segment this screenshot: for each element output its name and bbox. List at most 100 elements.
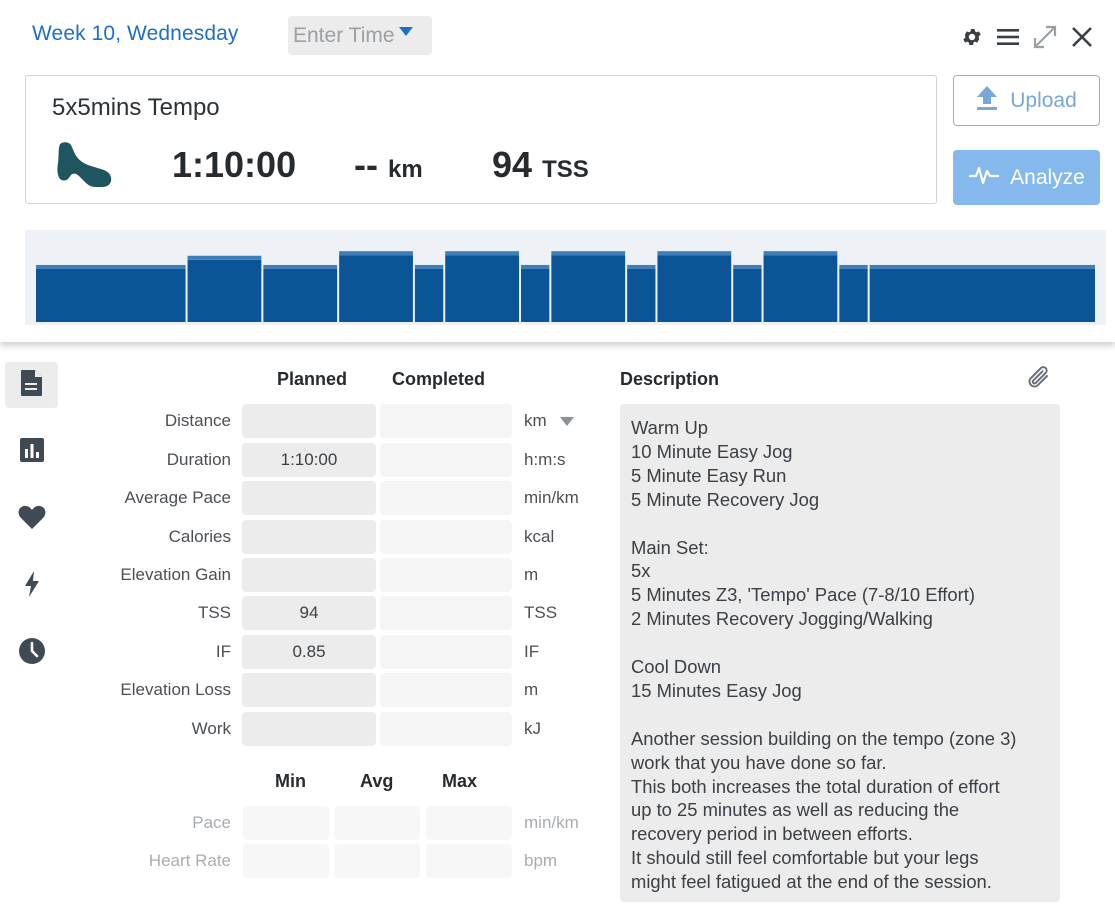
row-label-duration: Duration xyxy=(166,450,231,469)
completed-work-field[interactable] xyxy=(380,712,512,746)
row-label-heart-rate: Heart Rate xyxy=(148,851,231,870)
week-title: Week 10, Wednesday xyxy=(32,22,239,45)
planned-distance: -- km xyxy=(354,144,423,186)
nav-heart[interactable] xyxy=(5,496,58,542)
description-textarea[interactable]: Warm Up 10 Minute Easy Jog 5 Minute Easy R… xyxy=(620,404,1060,902)
elevation-gain-unit: m xyxy=(524,565,539,584)
heart-rate-min-field[interactable] xyxy=(243,844,329,878)
pace-range-unit: min/km xyxy=(524,813,579,832)
analyze-button[interactable]: Analyze xyxy=(953,150,1100,205)
pace-avg-field[interactable] xyxy=(334,806,420,840)
upload-label: Upload xyxy=(1010,88,1077,112)
expand-icon[interactable] xyxy=(1032,24,1058,50)
duration-unit: h:m:s xyxy=(524,450,566,469)
description-line: 5x xyxy=(631,560,651,582)
structure-step-bar[interactable] xyxy=(627,264,656,322)
planned-calories-field[interactable] xyxy=(242,520,376,554)
structure-step-bar[interactable] xyxy=(551,251,626,322)
heart-rate-max-field[interactable] xyxy=(426,844,512,878)
clock-icon xyxy=(18,637,46,670)
structure-chart-svg xyxy=(36,251,1095,322)
analyze-label: Analyze xyxy=(1010,165,1085,189)
side-nav xyxy=(5,362,58,697)
description-line: 10 Minute Easy Jog xyxy=(631,440,793,462)
completed-header: Completed xyxy=(392,369,486,389)
structure-step-bar[interactable] xyxy=(657,251,732,322)
nav-time[interactable] xyxy=(5,630,58,676)
description-line: up to 25 minutes as well as reducing the xyxy=(631,799,960,821)
description-line xyxy=(631,703,1049,727)
nav-stats[interactable] xyxy=(5,429,58,475)
completed-distance-field[interactable] xyxy=(380,404,512,438)
planned-pace-field[interactable] xyxy=(242,481,376,515)
menu-icon[interactable] xyxy=(995,24,1021,50)
lightning-icon xyxy=(23,570,41,603)
paperclip-icon[interactable] xyxy=(1026,363,1054,398)
calories-unit: kcal xyxy=(524,527,555,546)
description-line: Warm Up xyxy=(631,417,708,438)
structure-step-bar[interactable] xyxy=(187,255,262,322)
description-line: Main Set: xyxy=(631,536,709,558)
close-icon[interactable] xyxy=(1069,24,1095,50)
dropdown-caret-icon xyxy=(398,27,413,36)
pulse-icon xyxy=(968,164,1000,192)
description-line: 15 Minutes Easy Jog xyxy=(631,679,802,701)
pace-min-field[interactable] xyxy=(243,806,329,840)
row-label-work: Work xyxy=(191,719,231,738)
description-line: 5 Minutes Z3, 'Tempo' Pace (7-8/10 Effor… xyxy=(631,584,975,606)
description-line: 5 Minute Recovery Jog xyxy=(631,488,820,510)
upload-button[interactable]: Upload xyxy=(953,75,1100,126)
structure-step-bar[interactable] xyxy=(36,264,186,322)
planned-duration: 1:10:00 xyxy=(172,144,297,185)
workout-structure-chart[interactable] xyxy=(25,230,1106,325)
structure-step-bar[interactable] xyxy=(733,264,762,322)
completed-if-field[interactable] xyxy=(380,635,512,669)
structure-step-bar[interactable] xyxy=(263,264,338,322)
structure-step-bar[interactable] xyxy=(445,251,520,322)
planned-elevation-loss-field[interactable] xyxy=(242,673,376,707)
gear-icon[interactable] xyxy=(959,24,985,50)
completed-pace-field[interactable] xyxy=(380,481,512,515)
tss-unit: TSS xyxy=(542,156,589,183)
row-label-calories: Calories xyxy=(168,527,231,546)
structure-step-bar[interactable] xyxy=(339,251,413,322)
structure-step-bar[interactable] xyxy=(521,264,550,322)
avg-header: Avg xyxy=(360,771,394,791)
planned-if-field[interactable]: 0.85 xyxy=(242,635,376,669)
nav-document[interactable] xyxy=(5,362,58,408)
workout-header-panel: Week 10, Wednesday Enter Time 5x5mins Te… xyxy=(0,0,1115,342)
description-line xyxy=(631,631,1049,655)
planned-distance-field[interactable] xyxy=(242,404,376,438)
completed-elevation-loss-field[interactable] xyxy=(380,673,512,707)
structure-step-bar[interactable] xyxy=(763,251,838,322)
structure-step-bar[interactable] xyxy=(839,264,868,322)
structure-step-bar[interactable] xyxy=(869,264,1095,322)
planned-work-field[interactable] xyxy=(242,712,376,746)
description-line: 2 Minutes Recovery Jogging/Walking xyxy=(631,608,933,630)
completed-elevation-gain-field[interactable] xyxy=(380,558,512,592)
document-icon xyxy=(20,369,44,402)
heart-rate-unit: bpm xyxy=(524,851,558,870)
nav-power[interactable] xyxy=(5,563,58,609)
structure-step-bar[interactable] xyxy=(414,264,444,322)
completed-tss-field[interactable] xyxy=(380,596,512,630)
pace-unit: min/km xyxy=(524,488,579,507)
row-label-if: IF xyxy=(215,642,231,661)
completed-calories-field[interactable] xyxy=(380,520,512,554)
distance-unit-select[interactable]: km xyxy=(524,411,547,430)
planned-elevation-gain-field[interactable] xyxy=(242,558,376,592)
planned-tss: 94 TSS xyxy=(492,144,589,186)
description-line: work that you have done so far. xyxy=(631,751,887,773)
planned-tss-field[interactable]: 94 xyxy=(242,596,376,630)
heart-rate-avg-field[interactable] xyxy=(334,844,420,878)
pace-max-field[interactable] xyxy=(426,806,512,840)
planned-duration-field[interactable]: 1:10:00 xyxy=(242,443,376,477)
min-header: Min xyxy=(275,771,306,791)
unit-caret-icon[interactable] xyxy=(560,417,574,426)
completed-duration-field[interactable] xyxy=(380,443,512,477)
description-heading: Description xyxy=(620,369,720,389)
enter-time-dropdown[interactable]: Enter Time xyxy=(288,16,432,55)
heart-icon xyxy=(18,504,46,535)
workout-summary-card: 5x5mins Tempo 1:10:00 -- km 94 TSS xyxy=(25,75,937,204)
running-shoe-icon xyxy=(54,140,114,195)
